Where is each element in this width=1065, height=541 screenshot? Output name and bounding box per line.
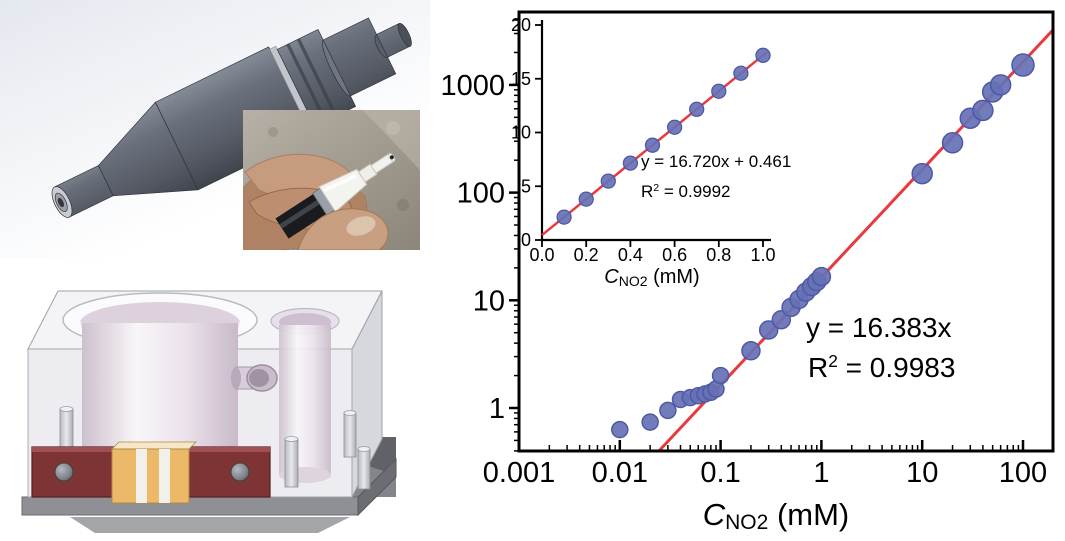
svg-text:0.4: 0.4: [618, 245, 643, 265]
svg-text:1000: 1000: [440, 70, 505, 102]
svg-text:15: 15: [511, 69, 531, 89]
calibration-chart: 0.001 0.01 0.1 1 10 100 1 10 100 1000 0.0 0.2 0.4 0.6…: [430, 0, 1065, 541]
main-points: [611, 53, 1035, 439]
main-x-ticks: 0.001 0.01 0.1 1 10 100: [483, 440, 1047, 489]
svg-text:1: 1: [813, 457, 829, 489]
svg-text:0.0: 0.0: [529, 245, 554, 265]
svg-text:0.2: 0.2: [574, 245, 599, 265]
svg-text:0.8: 0.8: [706, 245, 731, 265]
inset-points: [556, 47, 771, 225]
main-x-axis-label: CNO2 (mM): [702, 497, 850, 534]
svg-text:0.6: 0.6: [662, 245, 687, 265]
inset-x-axis-label: CNO2 (mM): [604, 266, 700, 289]
svg-text:1: 1: [489, 393, 505, 425]
main-fit-r2: R2 = 0.9983: [808, 351, 956, 383]
flow-cell-cad-image: [0, 261, 430, 541]
inset-fit-r2: R2 = 0.9992: [641, 182, 731, 201]
probe-photo-svg: [243, 110, 420, 251]
svg-text:5: 5: [521, 176, 531, 196]
svg-text:100: 100: [457, 178, 505, 210]
svg-text:0.1: 0.1: [700, 457, 740, 489]
main-plot-frame: [517, 10, 1055, 453]
probe-photo: [243, 110, 420, 251]
svg-text:0.001: 0.001: [483, 457, 556, 489]
flow-cell-cad-svg: [21, 290, 397, 533]
inset-plot: 0.0 0.2 0.4 0.6 0.8 1.0 0 5 10 15 20: [511, 15, 776, 265]
svg-text:10: 10: [511, 123, 531, 143]
svg-text:20: 20: [511, 15, 531, 35]
svg-text:10: 10: [906, 457, 938, 489]
main-y-ticks: 1 10 100 1000: [440, 19, 519, 452]
svg-text:1.0: 1.0: [750, 245, 775, 265]
svg-text:0.01: 0.01: [592, 457, 648, 489]
inset-fit-equation: y = 16.720x + 0.461: [641, 152, 792, 171]
svg-text:100: 100: [999, 457, 1047, 489]
svg-text:0: 0: [521, 230, 531, 250]
main-fit-equation: y = 16.383x: [806, 312, 952, 343]
svg-text:10: 10: [473, 285, 505, 317]
